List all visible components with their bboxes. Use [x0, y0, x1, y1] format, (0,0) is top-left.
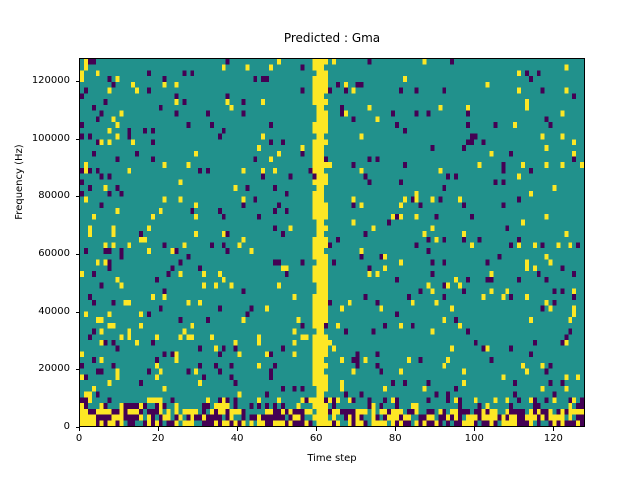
- heatmap-axes: [79, 58, 585, 427]
- y-axis-tick-label: 40000: [38, 305, 70, 317]
- x-axis-tick-label: 0: [75, 433, 83, 444]
- x-axis-tick: [474, 427, 476, 431]
- x-axis-tick: [79, 427, 80, 431]
- y-axis-tick: [75, 196, 79, 198]
- y-axis-tick: [75, 311, 79, 313]
- chart-title: Predicted : Gma: [283, 31, 381, 45]
- y-axis-tick: [75, 138, 79, 140]
- y-axis-tick: [75, 254, 79, 256]
- y-axis-tick-label: 0: [63, 421, 70, 432]
- y-axis-tick-label: 20000: [38, 363, 70, 375]
- x-axis-tick-label: 20: [151, 433, 165, 444]
- x-axis-tick: [237, 427, 239, 431]
- y-axis-tick-label: 100000: [31, 132, 70, 144]
- x-axis-tick-label: 80: [388, 433, 402, 444]
- x-axis-tick-label: 60: [309, 433, 323, 444]
- x-axis-tick-label: 100: [464, 433, 484, 444]
- y-axis-tick: [75, 369, 79, 371]
- x-axis-tick: [395, 427, 397, 431]
- heatmap-canvas: [80, 59, 584, 426]
- y-axis-label: Frequency (Hz): [14, 144, 25, 220]
- x-axis-tick: [158, 427, 160, 431]
- y-axis-tick: [75, 81, 79, 83]
- x-axis-tick: [316, 427, 318, 431]
- x-axis-tick-label: 120: [543, 433, 563, 444]
- x-axis-tick: [553, 427, 555, 431]
- y-axis-tick-label: 80000: [38, 190, 70, 202]
- y-axis-tick-label: 60000: [38, 248, 70, 260]
- heatmap-image: [80, 59, 584, 426]
- x-axis-label: Time step: [307, 453, 357, 464]
- y-axis-tick: [75, 427, 79, 428]
- x-axis-tick-label: 40: [230, 433, 244, 444]
- y-axis-tick-label: 120000: [31, 75, 70, 87]
